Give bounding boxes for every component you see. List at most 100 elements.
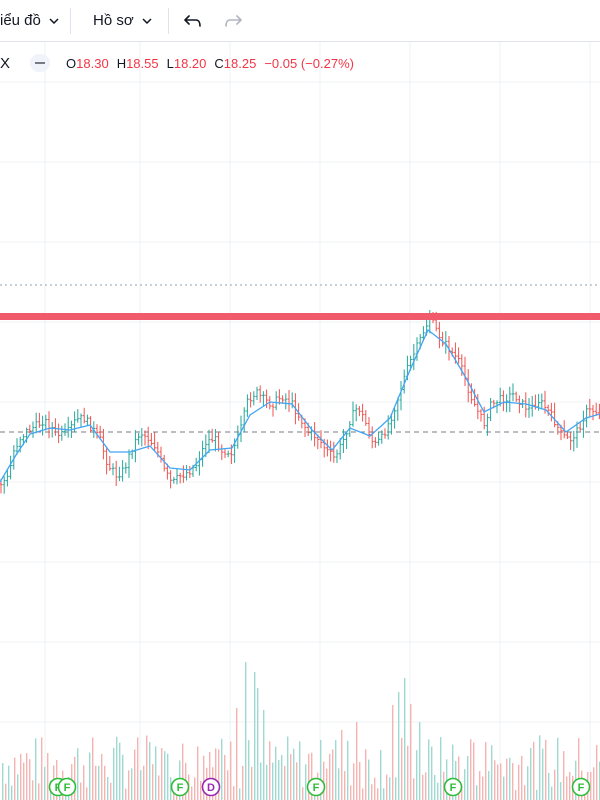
volume-bar	[158, 775, 160, 800]
volume-bar	[17, 774, 19, 800]
ohlc-bar	[54, 418, 57, 436]
volume-bar	[410, 704, 412, 800]
badge-circle	[170, 777, 190, 797]
ohlc-bar	[108, 456, 112, 471]
ohlc-bar	[185, 465, 188, 481]
ohlc-bar	[162, 454, 166, 472]
ohlc-bar	[588, 398, 592, 418]
volume-bar	[596, 745, 598, 800]
earnings-badge[interactable]: F	[170, 777, 190, 797]
high-value: 18.55	[126, 55, 159, 71]
ohlc-bar	[466, 369, 470, 403]
collapse-legend-button[interactable]	[30, 54, 51, 72]
volume-bar	[431, 746, 433, 800]
price-chart[interactable]: FFFDFFF	[0, 42, 600, 800]
volume-bar	[230, 741, 232, 800]
volume-bar	[104, 765, 106, 800]
volume-bar	[521, 755, 523, 800]
close-key: C	[214, 55, 224, 71]
ohlc-bar	[354, 404, 358, 422]
earnings-badge[interactable]: F	[443, 777, 463, 797]
volume-bar	[251, 766, 253, 800]
volume-bar	[221, 738, 223, 800]
volume-bar	[233, 786, 235, 800]
volume-bar	[239, 788, 241, 800]
ohlc-bar	[50, 422, 54, 438]
volume-bar	[143, 765, 145, 800]
volume-bar	[269, 741, 271, 800]
ohlc-bar	[47, 411, 51, 439]
volume-bar	[536, 789, 538, 800]
ohlc-bar	[143, 430, 147, 446]
volume-bar	[167, 753, 169, 800]
volume-bar	[428, 739, 430, 800]
volume-bar	[482, 776, 484, 800]
volume-bar	[344, 771, 346, 800]
ohlc-bar	[153, 432, 156, 451]
ohlc-bar	[274, 391, 278, 411]
volume-bar	[266, 764, 268, 800]
volume-bar	[149, 742, 151, 800]
redo-button[interactable]	[213, 0, 253, 42]
volume-bar	[77, 748, 79, 800]
ohlc-bar	[95, 424, 99, 439]
profile-menu-button[interactable]: Hồ sơ	[71, 0, 168, 42]
volume-bar	[23, 762, 25, 800]
volume-bar	[407, 745, 409, 800]
volume-bar	[107, 776, 109, 800]
event-badges: FFFDFFF	[48, 777, 591, 797]
low-key: L	[166, 55, 174, 71]
ohlc-bar	[255, 386, 259, 401]
ohlc-bar	[38, 412, 41, 428]
ohlc-bar	[495, 400, 499, 414]
volume-bar	[371, 784, 373, 800]
volume-bar	[461, 785, 463, 800]
volume-bar	[365, 749, 367, 800]
ohlc-bar	[486, 413, 489, 436]
ohlc-bar	[79, 413, 83, 428]
top-toolbar: iểu đồ Hồ sơ	[0, 0, 600, 42]
badge-circle	[571, 777, 591, 797]
ohlc-bar	[553, 402, 556, 428]
volume-bar	[380, 749, 382, 800]
volume-bar	[368, 759, 370, 800]
dividend-badge[interactable]: D	[201, 777, 221, 797]
volume-bar	[224, 754, 226, 800]
volume-bar	[152, 764, 154, 800]
ohlc-bar	[226, 450, 230, 458]
ohlc-bar	[28, 424, 32, 434]
ohlc-bar	[358, 406, 361, 417]
ohlc-bar	[178, 472, 182, 484]
volume-bar	[518, 764, 520, 800]
chart-menu-label: iểu đồ	[0, 12, 41, 29]
ohlc-bar	[326, 439, 329, 457]
chart-menu-button[interactable]: iểu đồ	[0, 0, 70, 42]
ohlc-bar	[582, 410, 585, 438]
ohlc-bar	[15, 438, 19, 455]
volume-bar	[554, 769, 556, 800]
volume-bar	[20, 753, 22, 800]
volume-bar	[350, 785, 352, 800]
earnings-badge[interactable]: F	[306, 777, 326, 797]
badge-label: F	[450, 782, 457, 794]
undo-button[interactable]	[173, 0, 213, 42]
ohlc-bar	[473, 388, 476, 407]
volume-bar	[527, 766, 529, 800]
volume-bar	[470, 739, 472, 800]
symbol-name[interactable]: X	[0, 54, 11, 72]
ohlc-bar	[262, 391, 265, 406]
volume-bar	[488, 770, 490, 800]
ohlc-bar	[390, 413, 393, 435]
earnings-badge[interactable]: F	[571, 777, 591, 797]
volume-bar	[443, 771, 445, 800]
volume-bar	[464, 769, 466, 800]
volume-bar	[509, 757, 511, 800]
ohlc-bar	[351, 401, 355, 427]
volume-bar	[515, 789, 517, 800]
volume-bar	[119, 742, 121, 800]
volume-bar	[170, 777, 172, 800]
volume-bar	[392, 705, 394, 800]
earnings-badge[interactable]: F	[57, 777, 77, 797]
volume-bar	[422, 774, 424, 800]
ohlc-bar	[278, 389, 281, 405]
